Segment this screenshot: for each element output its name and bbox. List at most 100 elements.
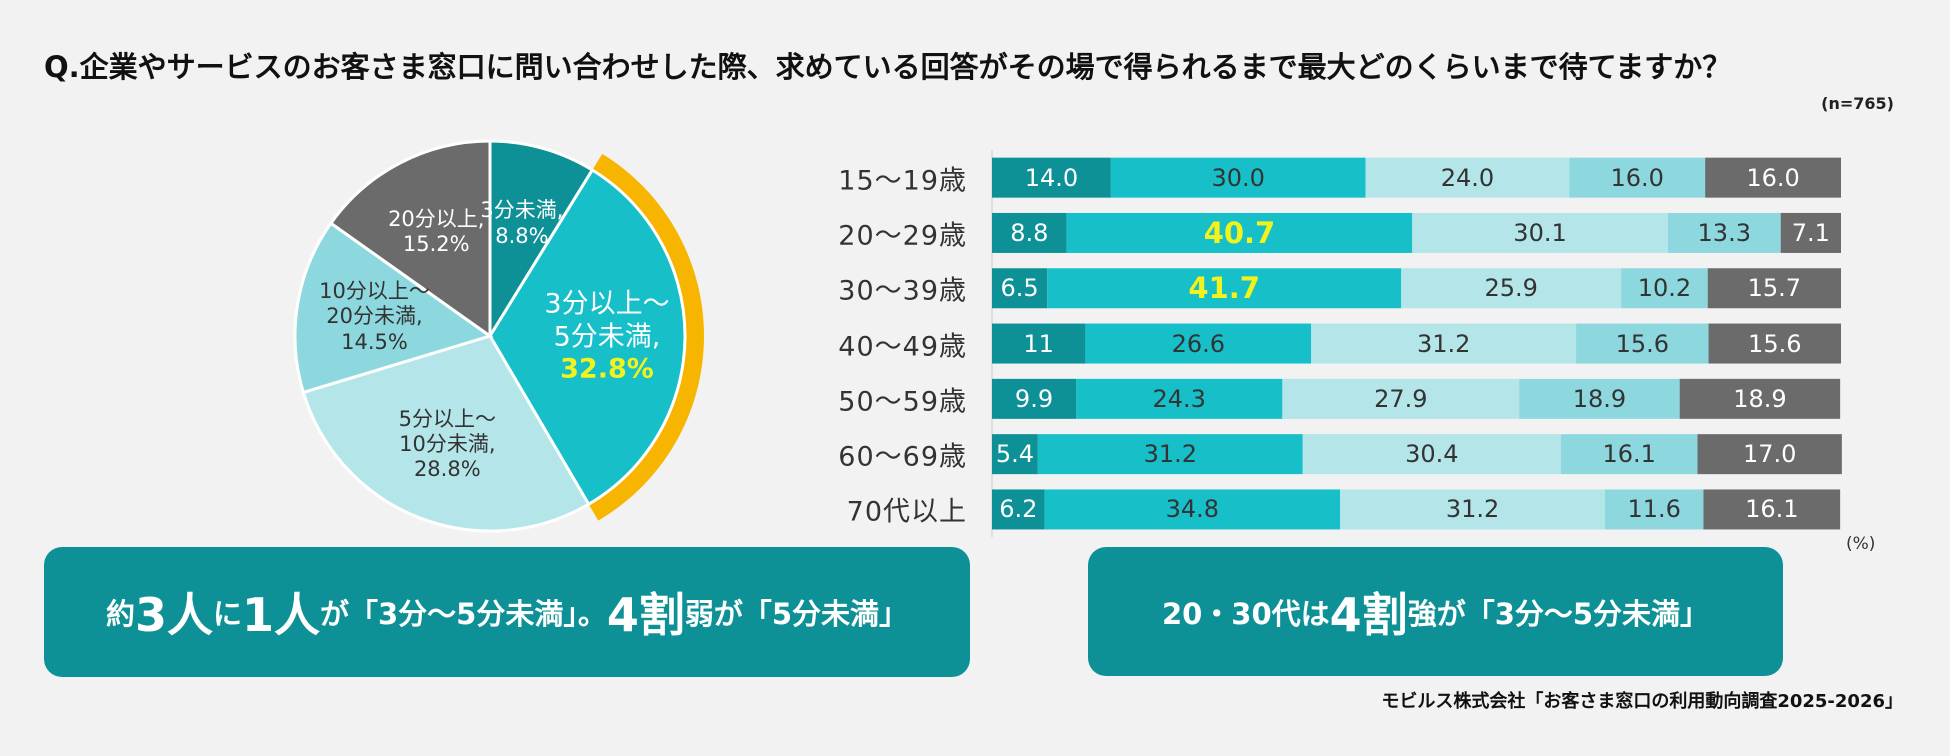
callout-text: 弱が「5分未満」 — [684, 597, 909, 631]
bar-value-label: 31.2 — [1445, 495, 1500, 524]
bar-value-label: 30.1 — [1513, 218, 1567, 247]
highlight-ring — [588, 153, 704, 521]
bar-segment — [992, 378, 1077, 419]
row-label: 50〜59歳 — [838, 386, 967, 418]
pie-value-label: 8.8% — [495, 223, 549, 248]
bar-value-label: 31.2 — [1143, 440, 1197, 469]
callout-text: 20・30代は — [1161, 596, 1330, 631]
pie-label: 3分未満, 8.8% — [480, 198, 563, 248]
sample-size: (n=765) — [1821, 94, 1894, 113]
pie-category-label: 10分以上〜 20分未満, — [319, 279, 430, 329]
bar-value-label: 16.0 — [1610, 163, 1664, 192]
row-label: 60〜69歳 — [838, 441, 967, 473]
callout-box: 約 3人に 1人 が「3分〜5分未満」。 4割 弱が「5分未満」 — [44, 547, 970, 677]
bar-segment — [1621, 268, 1708, 309]
bar-value-label: 15.6 — [1748, 329, 1802, 358]
row-label: 40〜49歳 — [838, 331, 967, 363]
bar-value-label: 41.7 — [1188, 271, 1260, 306]
bar-value-label: 24.0 — [1440, 163, 1495, 192]
callout-text: 強が「3分〜5分未満」 — [1407, 596, 1710, 631]
bar-segment — [992, 323, 1086, 364]
callout-emphasis: 4割 — [606, 588, 685, 642]
bar-segment — [1560, 434, 1698, 475]
pie-label: 3分以上〜 5分未満, 32.8% — [544, 289, 669, 386]
bar-segment — [1412, 212, 1668, 253]
bar-segment — [1047, 268, 1402, 309]
bar-segment — [1311, 323, 1577, 364]
bar-value-label: 16.1 — [1745, 495, 1799, 524]
bar-value-label: 14.0 — [1024, 163, 1079, 192]
bar-segment — [1576, 323, 1709, 364]
bar-segment — [1302, 434, 1561, 475]
bar-value-label: 25.9 — [1484, 274, 1538, 303]
bar-value-label: 30.0 — [1211, 163, 1265, 192]
row-label: 20〜29歳 — [838, 220, 967, 252]
pie-value-label: 28.8% — [413, 457, 481, 482]
pie-slice — [488, 139, 595, 342]
pie-label: 20分以上, 15.2% — [388, 207, 484, 257]
bar-value-label: 10.2 — [1637, 274, 1692, 303]
callout-text: が「3分〜5分未満」。 — [320, 597, 607, 631]
bar-value-label: 6.2 — [999, 495, 1038, 524]
bar-segment — [1780, 212, 1841, 253]
bar-value-label: 16.0 — [1746, 163, 1800, 192]
bar-segment — [1703, 489, 1841, 530]
bar-value-label: 15.7 — [1747, 274, 1802, 303]
bar-segment — [992, 212, 1067, 253]
bar-segment — [1604, 489, 1704, 530]
bar-segment — [992, 434, 1038, 475]
bar-segment — [1044, 489, 1341, 530]
bar-segment — [1401, 268, 1622, 309]
bar-segment — [1705, 157, 1841, 198]
unit-label: (%) — [1846, 534, 1876, 554]
bar-value-label: 5.4 — [995, 440, 1035, 469]
bar-segment — [1697, 434, 1842, 475]
bar-segment — [1365, 157, 1570, 198]
bar-value-label: 17.0 — [1742, 440, 1797, 469]
bar-value-label: 11 — [1023, 329, 1054, 358]
bar-segment — [1707, 268, 1841, 309]
pie-category-label: 5分以上〜 10分未満, — [398, 407, 496, 457]
callout-emphasis: 1人 — [241, 588, 320, 642]
bar-value-label: 26.6 — [1171, 329, 1226, 358]
pie-label: 10分以上〜 20分未満, 14.5% — [319, 279, 430, 355]
bar-value-label: 11.6 — [1627, 495, 1681, 524]
bar-value-label: 18.9 — [1733, 384, 1787, 413]
source: モビルス株式会社「お客さま窓口の利用動向調査2025-2026」 — [1381, 691, 1903, 712]
question-title: Q.企業やサービスのお客さま窓口に問い合わせした際、求めている回答がその場で得ら… — [44, 50, 1732, 84]
pie-slice — [328, 139, 492, 339]
bar-segment — [1110, 157, 1366, 198]
pie-slice — [301, 334, 591, 533]
bar-segment — [1679, 378, 1841, 419]
pie-category-label: 3分未満, — [480, 198, 564, 223]
bar-segment — [1667, 212, 1781, 253]
row-label: 30〜39歳 — [838, 275, 967, 307]
bar-segment — [992, 489, 1045, 530]
bar-segment — [1282, 378, 1520, 419]
pie-category-label: 3分以上〜 5分未満, — [544, 288, 670, 353]
bar-value-label: 8.8 — [1010, 218, 1049, 247]
pie-slice — [293, 221, 494, 395]
bar-segment — [1076, 378, 1283, 419]
bar-value-label: 24.3 — [1152, 384, 1206, 413]
row-label: 70代以上 — [846, 496, 967, 528]
pie-value-label: 15.2% — [402, 232, 470, 257]
bar-value-label: 7.1 — [1791, 218, 1830, 247]
pie-value-label: 32.8% — [560, 353, 654, 385]
pie-slice — [488, 167, 687, 507]
bar-value-label: 16.1 — [1602, 440, 1656, 469]
bar-value-label: 6.5 — [1000, 274, 1039, 303]
callout-emphasis: 4割 — [1329, 587, 1408, 642]
callout-text: に — [212, 597, 242, 631]
bar-segment — [1037, 434, 1303, 475]
bar-segment — [1569, 157, 1706, 198]
bar-segment — [1085, 323, 1312, 364]
callout-emphasis: 3人 — [134, 588, 213, 642]
bar-segment — [992, 157, 1111, 198]
bar-value-label: 30.4 — [1405, 440, 1459, 469]
bar-value-label: 40.7 — [1203, 215, 1276, 250]
pie-value-label: 14.5% — [341, 329, 408, 354]
bar-segment — [992, 268, 1048, 309]
